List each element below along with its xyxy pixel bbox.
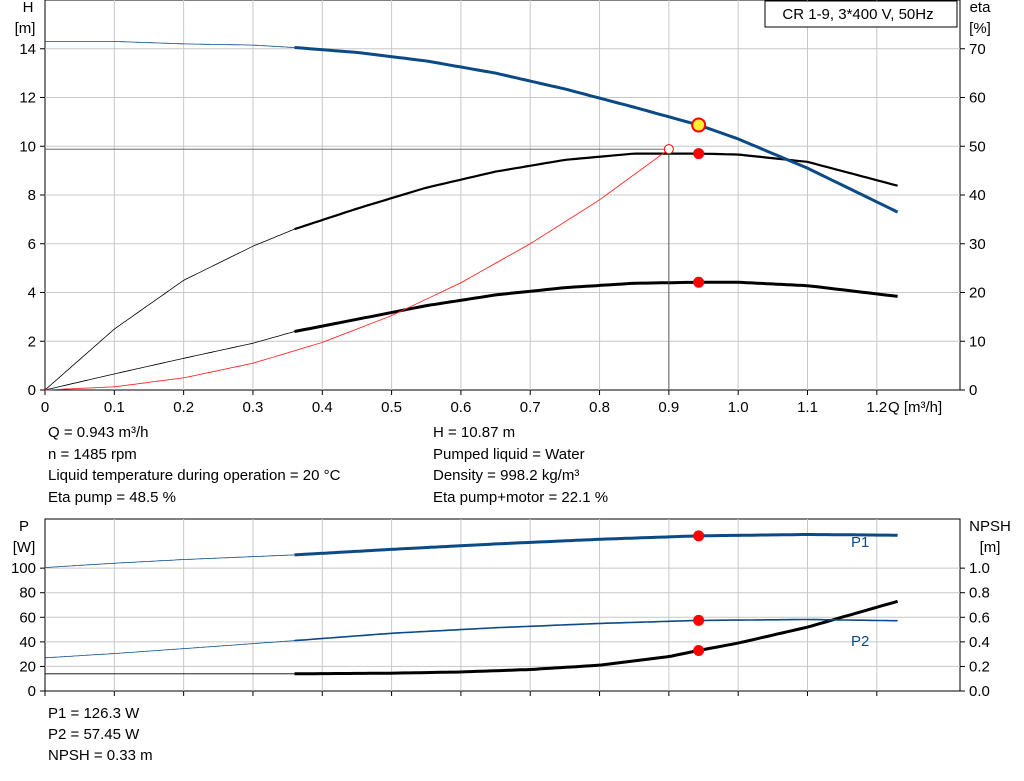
y-left-tick-label: 14 <box>19 41 36 58</box>
p-tick-label: 0 <box>28 683 36 700</box>
npsh-tick-label: 0.8 <box>969 585 990 602</box>
y-right-axis-unit: [%] <box>969 20 991 37</box>
eta-pump-motor-curve-thick <box>294 280 898 333</box>
readout-q: Q = 0.943 m³/h <box>48 424 149 441</box>
y-left-tick-label: 8 <box>28 187 36 204</box>
y-left-axis-unit: [m] <box>15 20 36 37</box>
system-curve <box>44 148 670 391</box>
y-left-tick-label: 2 <box>28 333 36 350</box>
y-right-axis-title: eta <box>970 0 992 16</box>
npsh-tick-label: 0.4 <box>969 634 990 651</box>
readout-npsh: NPSH = 0.33 m <box>48 747 153 764</box>
duty-point-head <box>691 117 707 133</box>
x-tick-label: 0.2 <box>173 399 194 416</box>
reference-point-marker <box>663 144 674 155</box>
y-left-tick-label: 6 <box>28 236 36 253</box>
npsh-tick-label: 0.6 <box>969 609 990 626</box>
x-tick-label: 1.1 <box>797 399 818 416</box>
p-tick-label: 40 <box>19 634 36 651</box>
npsh-tick-label: 0.0 <box>969 683 990 700</box>
npsh-tick-label: 1.0 <box>969 560 990 577</box>
x-tick-label: 0.8 <box>589 399 610 416</box>
x-tick-label: 0.7 <box>520 399 541 416</box>
p2-curve-thick <box>294 618 898 642</box>
readout-eta-pump: Eta pump = 48.5 % <box>48 489 176 506</box>
duty-point-p1 <box>693 530 705 542</box>
p-tick-label: 20 <box>19 658 36 675</box>
p2-curve-thin <box>44 640 295 659</box>
npsh-axis-unit: [m] <box>980 539 1001 556</box>
y-right-tick-label: 30 <box>969 236 986 253</box>
p2-series-label: P2 <box>851 633 869 650</box>
x-tick-label: 0.3 <box>243 399 264 416</box>
x-tick-label: 0.5 <box>381 399 402 416</box>
x-axis-title: Q [m³/h] <box>888 399 942 416</box>
npsh-axis-title: NPSH <box>969 518 1011 535</box>
chart-title-box <box>764 0 958 28</box>
x-tick-label: 0.6 <box>450 399 471 416</box>
x-tick-label: 1.2 <box>866 399 887 416</box>
y-left-tick-label: 4 <box>28 285 36 302</box>
eta-pump-motor-curve-thin <box>44 331 295 391</box>
p1-curve-thick <box>294 533 898 557</box>
p-axis-unit: [W] <box>13 539 36 556</box>
x-tick-label: 0.1 <box>104 399 125 416</box>
p-tick-label: 80 <box>19 585 36 602</box>
y-right-tick-label: 50 <box>969 138 986 155</box>
p-axis-title: P <box>19 518 29 535</box>
npsh-tick-label: 0.2 <box>969 658 990 675</box>
bottom-plot-frame <box>44 518 961 692</box>
x-tick-label: 0.9 <box>658 399 679 416</box>
readout-pumped-liquid: Pumped liquid = Water <box>433 446 585 463</box>
y-right-tick-label: 20 <box>969 285 986 302</box>
p-tick-label: 60 <box>19 609 36 626</box>
y-right-tick-label: 60 <box>969 90 986 107</box>
readout-n: n = 1485 rpm <box>48 446 137 463</box>
readout-p2: P2 = 57.45 W <box>48 726 140 743</box>
duty-point-eta-pump-motor <box>693 276 705 288</box>
y-left-tick-label: 10 <box>19 138 36 155</box>
p1-curve-thin <box>44 554 295 568</box>
duty-point-npsh <box>693 644 705 656</box>
p1-series-label: P1 <box>851 534 869 551</box>
p-tick-label: 100 <box>11 560 36 577</box>
y-left-tick-label: 0 <box>28 382 36 399</box>
y-left-axis-title: H <box>23 0 34 16</box>
readout-p1: P1 = 126.3 W <box>48 705 140 722</box>
y-right-tick-label: 10 <box>969 333 986 350</box>
y-left-tick-label: 12 <box>19 90 36 107</box>
chart-title: CR 1-9, 3*400 V, 50Hz <box>782 6 933 23</box>
eta-pump-curve-thin <box>44 228 295 391</box>
y-right-tick-label: 70 <box>969 41 986 58</box>
readout-liquid-temp: Liquid temperature during operation = 20… <box>48 467 341 484</box>
duty-point-eta-pump <box>693 148 705 160</box>
y-right-tick-label: 0 <box>969 382 977 399</box>
duty-point-p2 <box>693 614 705 626</box>
readout-h: H = 10.87 m <box>433 424 516 441</box>
y-right-tick-label: 40 <box>969 187 986 204</box>
eta-pump-curve-thick <box>294 152 898 231</box>
x-tick-label: 1.0 <box>728 399 749 416</box>
head-curve-thick <box>294 46 899 214</box>
readout-density: Density = 998.2 kg/m³ <box>433 467 580 484</box>
readout-eta-pump-motor: Eta pump+motor = 22.1 % <box>433 489 609 506</box>
x-tick-label: 0 <box>41 399 49 416</box>
npsh-curve-thick <box>294 599 899 676</box>
x-tick-label: 0.4 <box>312 399 333 416</box>
head-curve-thin <box>45 41 295 48</box>
